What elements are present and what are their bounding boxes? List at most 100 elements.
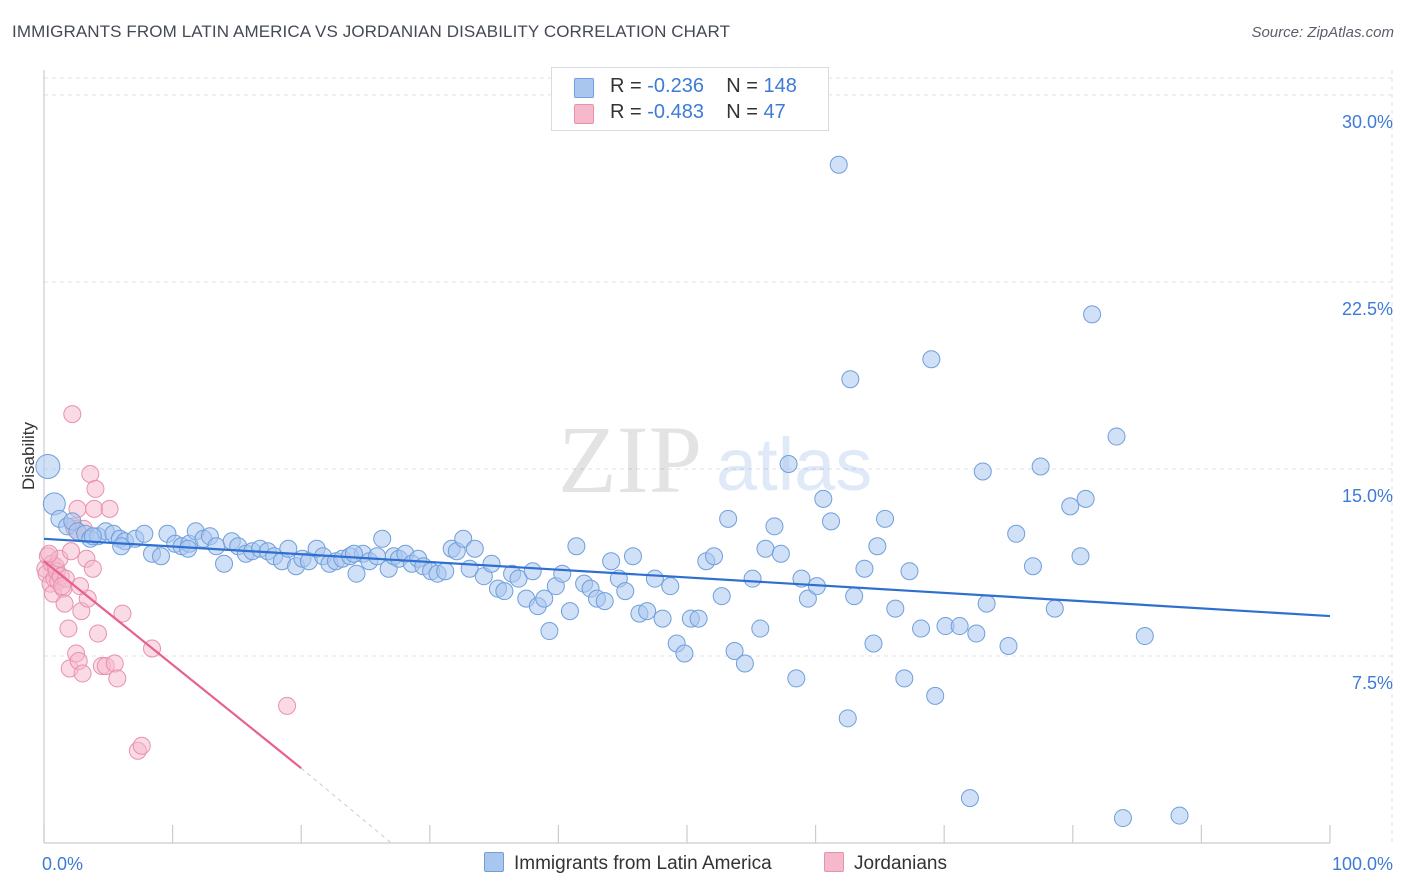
stats-legend: R = -0.236 N = 148 R = -0.483 N = 47 xyxy=(551,67,829,131)
latin-america-point xyxy=(845,587,864,606)
bottom-legend-jordanians: Jordanians xyxy=(824,852,947,875)
latin-america-point xyxy=(798,589,817,608)
latin-america-point xyxy=(373,529,392,548)
legend-n-label: N = xyxy=(726,75,764,97)
jordanians-point xyxy=(71,577,90,596)
latin-america-point xyxy=(638,602,657,621)
bottom-legend-label: Jordanians xyxy=(854,853,947,874)
legend-n-value: 148 xyxy=(763,75,797,97)
latin-america-point xyxy=(973,462,992,481)
latin-america-point xyxy=(751,619,770,638)
latin-america-point xyxy=(967,624,986,643)
latin-america-point xyxy=(560,602,579,621)
latin-america-point xyxy=(1076,489,1095,508)
latin-america-point xyxy=(771,544,790,563)
jordanians-point xyxy=(59,619,78,638)
latin-america-point xyxy=(152,547,171,566)
latin-america-point xyxy=(1113,809,1132,828)
latin-america-point xyxy=(841,370,860,389)
latin-america-point xyxy=(482,554,501,573)
latin-america-point xyxy=(900,562,919,581)
latin-america-point xyxy=(999,637,1018,656)
legend-n-value: 47 xyxy=(763,101,786,123)
bottom-legend-swatch-blue xyxy=(484,852,504,872)
latin-america-point xyxy=(1071,547,1090,566)
legend-swatch-blue xyxy=(574,78,594,98)
y-tick-label: 7.5% xyxy=(1352,673,1393,693)
latin-america-point xyxy=(1135,627,1154,646)
latin-america-point xyxy=(436,562,455,581)
tick-labels: 7.5% 15.0% 22.5% 30.0% 0.0% 100.0% xyxy=(42,112,1393,874)
latin-america-point xyxy=(1061,497,1080,516)
latin-america-point xyxy=(705,547,724,566)
latin-america-point xyxy=(567,537,586,556)
latin-america-point xyxy=(35,453,61,479)
y-tick-label: 22.5% xyxy=(1342,299,1393,319)
latin-america-point xyxy=(347,564,366,583)
source-label: Source: ZipAtlas.com xyxy=(1251,24,1394,41)
latin-america-point xyxy=(725,641,744,660)
legend-r-value: -0.483 xyxy=(647,101,704,123)
latin-america-point xyxy=(616,582,635,601)
latin-america-point xyxy=(756,539,775,558)
latin-america-point xyxy=(977,594,996,613)
jordanians-point xyxy=(105,654,124,673)
latin-america-point xyxy=(868,537,887,556)
jordanians-point xyxy=(62,542,81,561)
jordanians-point xyxy=(55,594,74,613)
latin-america-point xyxy=(645,569,664,588)
latin-america-point xyxy=(719,509,738,528)
latin-america-point xyxy=(602,552,621,571)
jordanians-point xyxy=(63,405,82,424)
latin-america-point xyxy=(765,517,784,536)
bottom-legend-label: Immigrants from Latin America xyxy=(514,853,772,874)
latin-america-point xyxy=(912,619,931,638)
jordanians-point xyxy=(86,479,105,498)
latin-america-point xyxy=(926,686,945,705)
jordanians-point xyxy=(85,499,104,518)
jordanians-point xyxy=(132,736,151,755)
latin-america-point xyxy=(535,589,554,608)
latin-america-point xyxy=(509,569,528,588)
latin-america-point xyxy=(1023,557,1042,576)
latin-america-point xyxy=(215,554,234,573)
latin-america-point xyxy=(661,577,680,596)
jordanians-points xyxy=(36,405,297,760)
latin-america-point xyxy=(540,622,559,641)
latin-america-point xyxy=(595,592,614,611)
latin-america-point xyxy=(495,582,514,601)
latin-america-point xyxy=(653,609,672,628)
jordanians-trendline xyxy=(43,560,302,770)
jordanians-point xyxy=(83,559,102,578)
latin-america-point xyxy=(743,569,762,588)
latin-america-point xyxy=(135,524,154,543)
latin-america-trendline xyxy=(43,537,1331,618)
jordanians-point xyxy=(113,604,132,623)
jordanians-point xyxy=(53,577,72,596)
jordanians-point xyxy=(40,544,59,563)
jordanians-point xyxy=(89,624,108,643)
x-tick-label-right: 100.0% xyxy=(1332,854,1393,874)
latin-america-point xyxy=(922,350,941,369)
y-tick-label: 15.0% xyxy=(1342,486,1393,506)
latin-america-point xyxy=(553,564,572,583)
latin-america-point xyxy=(465,539,484,558)
latin-america-point xyxy=(675,644,694,663)
bottom-legend-swatch-pink xyxy=(824,852,844,872)
latin-america-point xyxy=(112,537,131,556)
jordanians-point xyxy=(100,499,119,518)
bottom-legend-latin-america: Immigrants from Latin America xyxy=(484,852,772,875)
latin-america-point xyxy=(712,587,731,606)
y-axis-title: Disability xyxy=(19,421,38,490)
x-tick-label-left: 0.0% xyxy=(42,854,83,874)
chart-title: IMMIGRANTS FROM LATIN AMERICA VS JORDANI… xyxy=(12,22,731,41)
latin-america-point xyxy=(814,489,833,508)
grid-lines xyxy=(44,70,1393,843)
latin-america-point xyxy=(1083,305,1102,324)
latin-america-point xyxy=(1107,427,1126,446)
latin-america-point xyxy=(623,547,642,566)
latin-america-point xyxy=(822,512,841,531)
jordanians-trendline-extension xyxy=(300,767,392,844)
latin-america-point xyxy=(876,509,895,528)
